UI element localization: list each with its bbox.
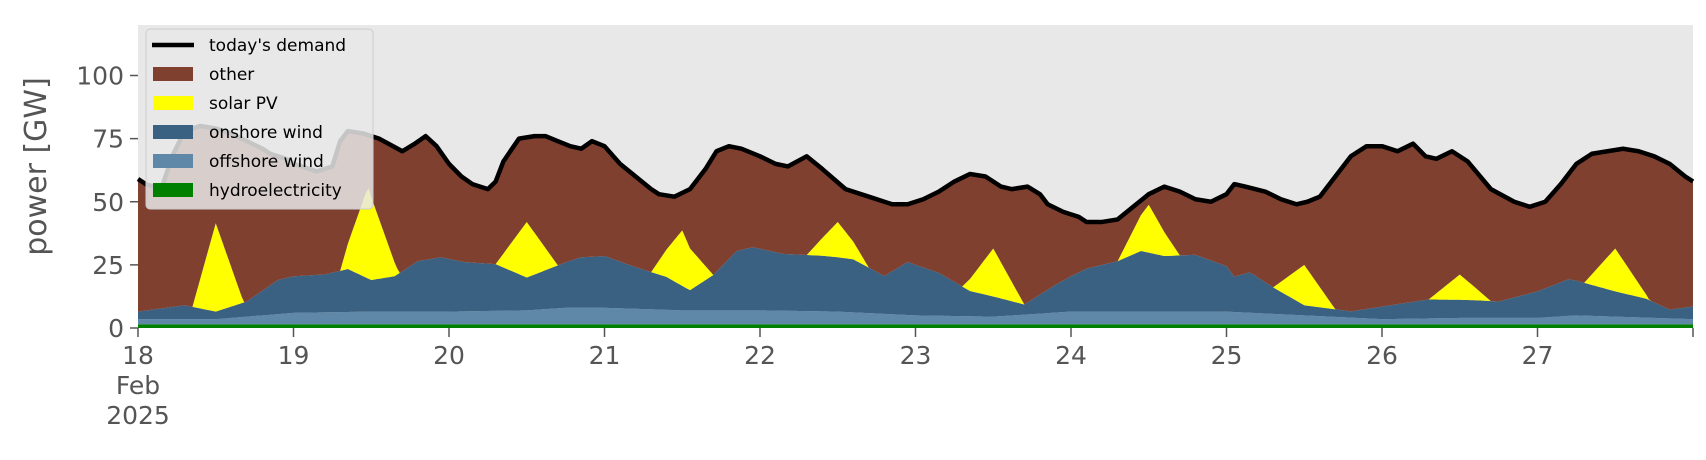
solar-pv-area xyxy=(138,188,1693,312)
x-tick-label: 24 xyxy=(1055,341,1087,370)
legend-swatch xyxy=(153,154,193,168)
legend: today's demand other solar PV onshore wind o… xyxy=(145,28,374,210)
legend-swatch xyxy=(153,96,193,110)
hydroelectricity-area xyxy=(138,324,1693,328)
y-tick-label: 0 xyxy=(108,314,124,343)
y-tick-label: 50 xyxy=(92,188,124,217)
x-tick-year: 2025 xyxy=(106,401,170,430)
onshore-wind-area xyxy=(138,247,1693,320)
legend-label: other xyxy=(209,65,254,85)
x-tick-label: 26 xyxy=(1366,341,1398,370)
x-tick-label: 18 xyxy=(122,341,154,370)
x-tick-label: 23 xyxy=(900,341,932,370)
stacked-areas xyxy=(138,126,1693,328)
other-area xyxy=(138,126,1693,312)
legend-label: offshore wind xyxy=(209,152,324,172)
legend-swatch xyxy=(153,125,193,139)
legend-label: today's demand xyxy=(209,36,346,56)
y-axis: 0 25 50 75 100 xyxy=(76,62,138,343)
y-tick-label: 25 xyxy=(92,251,124,280)
y-axis-title: power [GW] xyxy=(19,77,54,256)
legend-frame xyxy=(145,28,374,210)
legend-swatch xyxy=(153,67,193,81)
x-tick-label: 20 xyxy=(433,341,465,370)
x-tick-label: 22 xyxy=(744,341,776,370)
y-tick-label: 100 xyxy=(76,62,124,91)
x-tick-label: 27 xyxy=(1522,341,1554,370)
legend-label: hydroelectricity xyxy=(209,181,342,201)
x-tick-label: 19 xyxy=(278,341,310,370)
legend-label: solar PV xyxy=(209,94,278,114)
legend-label: onshore wind xyxy=(209,123,323,143)
legend-swatch xyxy=(153,183,193,197)
x-tick-label: 21 xyxy=(589,341,621,370)
x-tick-label: 25 xyxy=(1211,341,1243,370)
y-tick-label: 75 xyxy=(92,125,124,154)
x-tick-month: Feb xyxy=(116,371,160,400)
offshore-wind-area xyxy=(138,307,1693,325)
